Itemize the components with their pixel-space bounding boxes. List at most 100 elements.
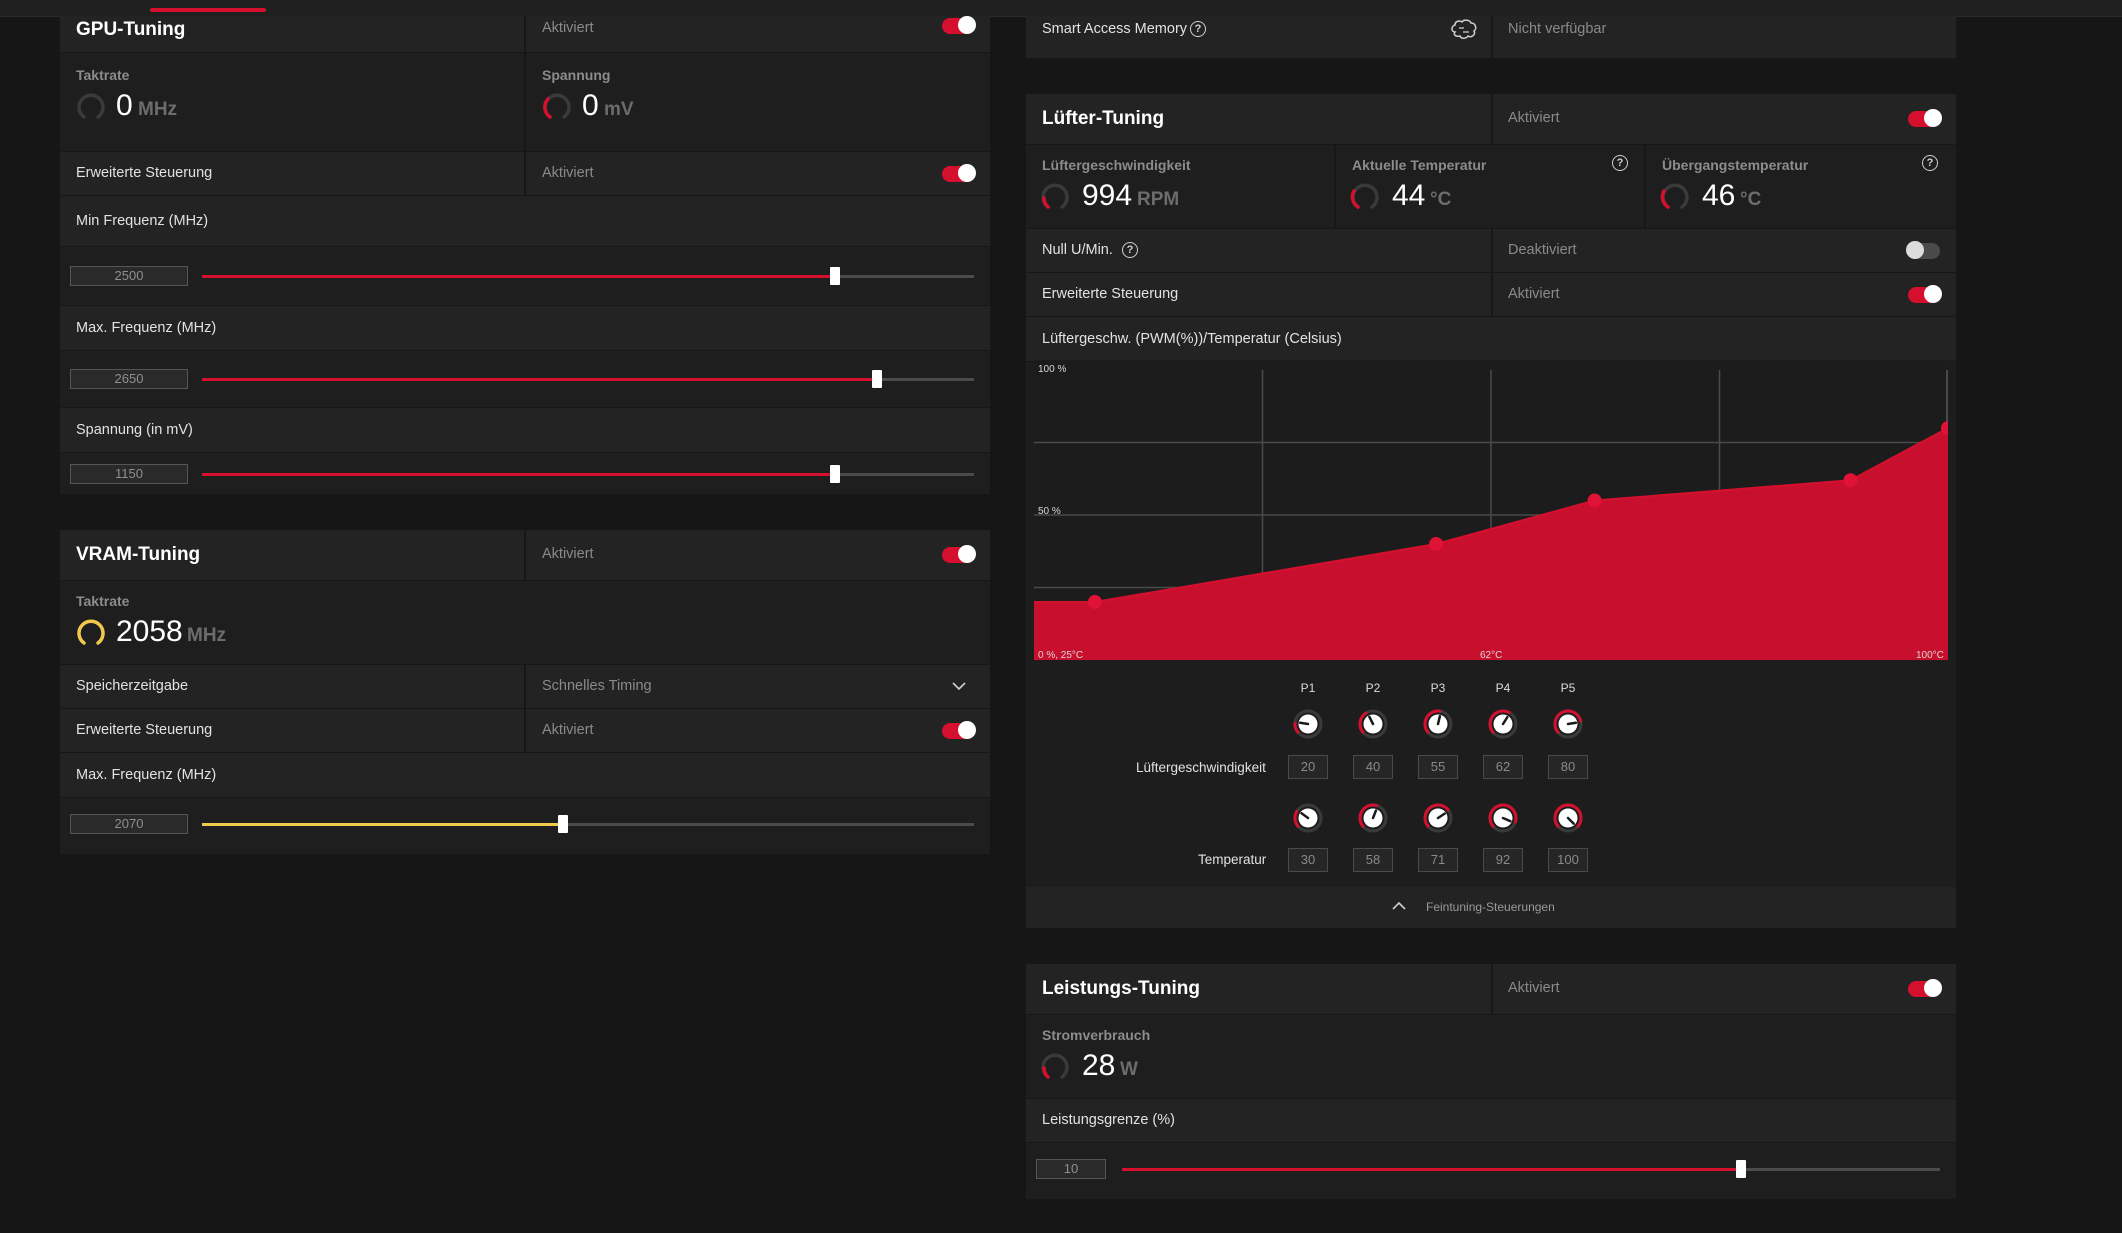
speed-input-p5[interactable]: 80 xyxy=(1548,755,1588,779)
gpu-volt-input[interactable]: 1150 xyxy=(70,464,188,484)
temp-knob-icon[interactable] xyxy=(1357,802,1389,834)
fine-tuning-link[interactable]: Feintuning-Steuerungen xyxy=(1426,900,1555,914)
gpu-max-freq-slider[interactable] xyxy=(202,370,974,388)
temp-knob-icon[interactable] xyxy=(1422,802,1454,834)
power-tuning-toggle[interactable] xyxy=(1908,979,1942,997)
vram-title: VRAM-Tuning xyxy=(76,544,201,565)
gpu-clock-value: 0 xyxy=(116,89,133,122)
fan-curve-point[interactable] xyxy=(1843,473,1858,488)
gpu-min-freq-slider-thumb[interactable] xyxy=(830,267,841,285)
speed-knob-icon[interactable] xyxy=(1487,708,1519,740)
fan-advanced-status: Aktiviert xyxy=(1508,286,1560,302)
gpu-header-row: GPU-Tuning Aktiviert xyxy=(60,16,990,53)
knob-arc xyxy=(1553,803,1583,829)
gpu-max-freq-slider-thumb[interactable] xyxy=(871,370,882,388)
brain-icon xyxy=(1451,19,1477,39)
help-icon[interactable]: ? xyxy=(1612,155,1628,171)
top-bar xyxy=(0,0,2122,17)
temp-knob-icon[interactable] xyxy=(1552,802,1584,834)
power-consumption-label: Stromverbrauch xyxy=(1042,1027,1151,1043)
gpu-max-freq-input[interactable]: 2650 xyxy=(70,369,188,389)
vram-max-freq-input[interactable]: 2070 xyxy=(70,814,188,834)
gpu-volt-slider[interactable] xyxy=(202,465,974,483)
y-tick-label: 100 % xyxy=(1038,364,1067,375)
knob-pointer xyxy=(1501,715,1509,726)
gpu-advanced-toggle[interactable] xyxy=(942,164,976,182)
gpu-metrics-row: Taktrate 0 MHz Spannung 0 mV xyxy=(60,53,990,152)
fan-metrics-row: Lüftergeschwindigkeit 994 RPM Aktuelle T… xyxy=(1026,145,1956,229)
speed-knob-icon[interactable] xyxy=(1422,708,1454,740)
fan-curve-label: Lüftergeschw. (PWM(%))/Temperatur (Celsi… xyxy=(1042,331,1342,347)
gpu-min-freq-input[interactable]: 2500 xyxy=(70,266,188,286)
fan-tuning-toggle[interactable] xyxy=(1908,109,1942,127)
temp-input-p2[interactable]: 58 xyxy=(1353,848,1393,872)
fan-title: Lüfter-Tuning xyxy=(1042,108,1165,129)
fan-curve-point[interactable] xyxy=(1429,537,1444,551)
vram-status: Aktiviert xyxy=(542,546,594,562)
x-tick-label: 100°C xyxy=(1916,650,1944,661)
vram-tuning-panel: VRAM-Tuning Aktiviert Taktrate 2058 MHz … xyxy=(60,530,990,855)
temp-input-p1[interactable]: 30 xyxy=(1288,848,1328,872)
knob-arc xyxy=(1293,809,1300,829)
fan-curve-point[interactable] xyxy=(1941,421,1948,435)
speed-knob-icon[interactable] xyxy=(1292,708,1324,740)
temp-input-p3[interactable]: 71 xyxy=(1418,848,1458,872)
gpu-advanced-label: Erweiterte Steuerung xyxy=(76,165,213,181)
vram-tuning-toggle[interactable] xyxy=(942,545,976,563)
gpu-clock-unit: MHz xyxy=(138,99,178,120)
fan-advanced-toggle[interactable] xyxy=(1908,285,1942,303)
gpu-clock-gauge-icon xyxy=(77,93,105,119)
knob-pointer xyxy=(1566,721,1578,726)
help-icon[interactable]: ? xyxy=(1922,155,1938,171)
gpu-min-freq-slider[interactable] xyxy=(202,267,974,285)
gpu-max-freq-slider-row: 2650 xyxy=(60,351,990,408)
power-header-row: Leistungs-Tuning Aktiviert xyxy=(1026,964,1956,1015)
fan-zero-rpm-label: Null U/Min. xyxy=(1042,242,1113,258)
knob-pointer xyxy=(1300,812,1310,820)
speed-knob-icon[interactable] xyxy=(1357,708,1389,740)
fan-temp-row-label: Temperatur xyxy=(1198,852,1267,867)
temp-knob-icon[interactable] xyxy=(1292,802,1324,834)
fan-temp-value: 44 xyxy=(1392,179,1426,212)
point-label-p3: P3 xyxy=(1430,681,1446,695)
vram-max-freq-slider[interactable] xyxy=(202,815,974,833)
temp-input-p4[interactable]: 92 xyxy=(1483,848,1523,872)
help-icon[interactable]: ? xyxy=(1122,242,1138,258)
temp-knob-icon[interactable] xyxy=(1487,802,1519,834)
gpu-tuning-toggle[interactable] xyxy=(942,16,976,34)
gpu-tuning-panel: GPU-Tuning Aktiviert Taktrate 0 MHz Span… xyxy=(60,16,990,495)
speed-input-p2[interactable]: 40 xyxy=(1353,755,1393,779)
speed-knob-icon[interactable] xyxy=(1552,708,1584,740)
vram-max-freq-slider-row: 2070 xyxy=(60,798,990,855)
speed-input-p3[interactable]: 55 xyxy=(1418,755,1458,779)
fan-tuning-panel: Lüfter-Tuning Aktiviert Lüftergeschwindi… xyxy=(1026,94,1956,928)
chevron-down-icon[interactable] xyxy=(952,681,966,691)
fan-curve-point[interactable] xyxy=(1087,595,1102,609)
vram-advanced-toggle[interactable] xyxy=(942,721,976,739)
fan-zero-rpm-toggle[interactable] xyxy=(1906,241,1940,259)
gpu-max-freq-header: Max. Frequenz (MHz) xyxy=(60,306,990,351)
gpu-voltage-label: Spannung xyxy=(542,67,611,83)
sam-row: Smart Access Memory ? Nicht verfügbar xyxy=(1026,16,1956,59)
fan-curve-line xyxy=(1034,427,1948,603)
fan-speed-row-label: Lüftergeschwindigkeit xyxy=(1136,760,1266,775)
fine-tuning-toggle-row[interactable]: Feintuning-Steuerungen xyxy=(1026,887,1956,928)
fan-zero-rpm-status: Deaktiviert xyxy=(1508,242,1577,258)
help-icon[interactable]: ? xyxy=(1190,21,1206,37)
speed-input-p1[interactable]: 20 xyxy=(1288,755,1328,779)
chevron-up-icon[interactable] xyxy=(1392,901,1406,911)
knob-pointer xyxy=(1566,816,1575,825)
fan-curve-chart[interactable] xyxy=(1034,360,1948,660)
fan-curve-point[interactable] xyxy=(1587,493,1602,508)
gpu-min-freq-label: Min Frequenz (MHz) xyxy=(76,213,209,229)
fan-advanced-label: Erweiterte Steuerung xyxy=(1042,286,1179,302)
power-limit-slider[interactable] xyxy=(1122,1160,1940,1178)
speed-input-p4[interactable]: 62 xyxy=(1483,755,1523,779)
temp-input-p5[interactable]: 100 xyxy=(1548,848,1588,872)
knob-arc xyxy=(1553,709,1583,735)
vram-timing-select[interactable]: Schnelles Timing xyxy=(542,678,652,694)
power-limit-slider-thumb[interactable] xyxy=(1736,1160,1747,1178)
vram-max-freq-slider-thumb[interactable] xyxy=(558,815,569,833)
gpu-volt-slider-thumb[interactable] xyxy=(830,465,841,483)
power-limit-input[interactable]: 10 xyxy=(1036,1159,1106,1179)
